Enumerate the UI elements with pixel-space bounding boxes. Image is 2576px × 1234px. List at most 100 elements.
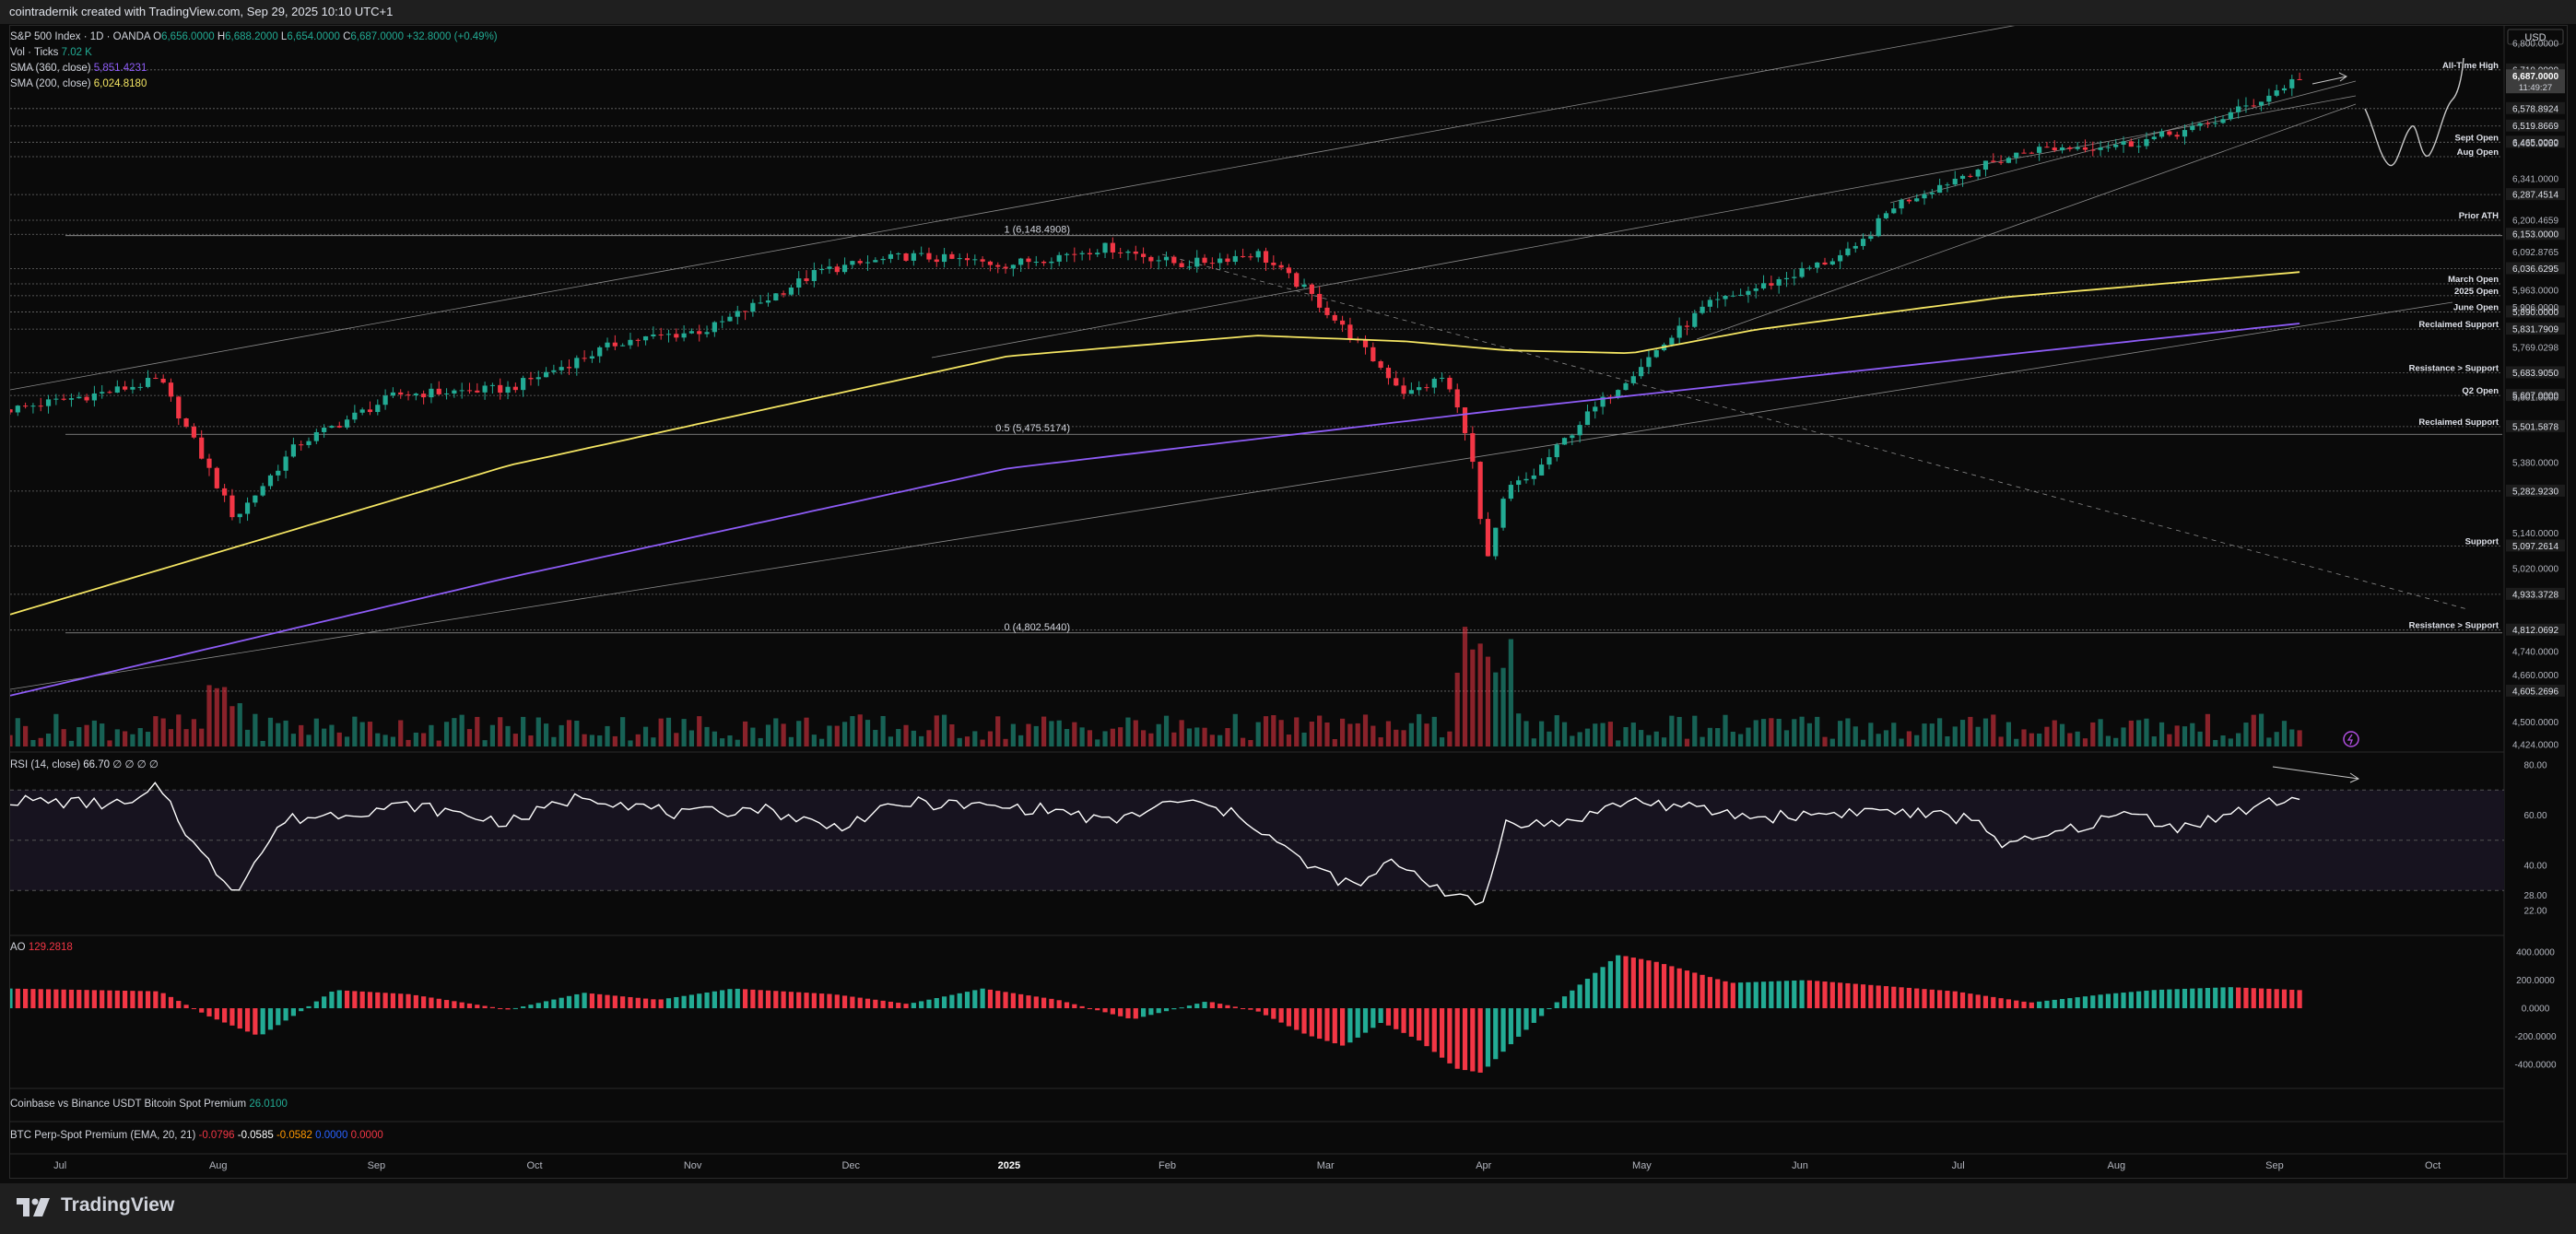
ao-bar	[1945, 991, 1950, 1008]
candle-body	[183, 418, 189, 427]
candle-body	[1056, 254, 1062, 262]
volume-bar	[1577, 732, 1582, 746]
candle-body	[1945, 184, 1950, 186]
ao-bar	[589, 993, 595, 1008]
ao-bar	[1577, 984, 1582, 1008]
candle-body	[1646, 357, 1652, 368]
price-axis-level-box	[2506, 539, 2565, 552]
time-axis-label: Jul	[53, 1160, 66, 1171]
candle-body	[276, 470, 281, 476]
ao-bar	[1906, 987, 1911, 1008]
candle-body	[1240, 255, 1246, 257]
time-axis-label: Nov	[684, 1160, 702, 1171]
volume-bar	[1783, 730, 1790, 746]
volume-bar	[758, 737, 763, 746]
volume-bar	[2105, 735, 2111, 746]
candle-body	[2105, 147, 2111, 148]
candle-body	[1692, 312, 1698, 327]
ao-bar	[582, 993, 587, 1008]
alert-icon[interactable]	[2343, 731, 2359, 747]
trendline	[931, 95, 2357, 358]
projection-drawing[interactable]	[2364, 57, 2464, 167]
candle-body	[1194, 257, 1200, 267]
volume-bar	[1929, 723, 1935, 746]
candle-body	[1937, 184, 1943, 194]
rsi-legend[interactable]: RSI (14, close) 66.70 ∅ ∅ ∅ ∅	[10, 759, 159, 770]
volume-bar	[1991, 714, 1996, 746]
price-axis-level-label: 6,578.8924	[2512, 104, 2558, 114]
candle-body	[1707, 300, 1712, 307]
volume-bar	[168, 729, 174, 746]
volume-bar	[1056, 720, 1062, 746]
candle-body	[406, 394, 411, 396]
ao-bar	[2228, 987, 2233, 1008]
candle-body	[2174, 135, 2180, 137]
volume-bar	[1684, 738, 1690, 746]
ao-bar	[926, 999, 932, 1008]
candle-body	[1738, 294, 1744, 296]
volume-bar	[153, 716, 159, 746]
main-legend[interactable]: S&P 500 Index · 1D · OANDA O6,656.0000 H…	[10, 31, 498, 42]
ao-bar	[2190, 988, 2195, 1008]
volume-bar	[512, 734, 518, 746]
candle-body	[1676, 325, 1682, 338]
time-axis-label: Apr	[1476, 1160, 1491, 1171]
sma360-legend[interactable]: SMA (360, close) 5,851.4231	[10, 63, 147, 74]
candle-body	[1561, 438, 1568, 445]
volume-bar	[1217, 735, 1223, 746]
level-label: All-Time High	[2442, 61, 2499, 71]
volume-bar	[1493, 672, 1499, 746]
volume-bar	[635, 734, 641, 746]
volume-legend[interactable]: Vol · Ticks 7.02 K	[10, 47, 92, 58]
candle-body	[1133, 251, 1138, 254]
ao-bar	[1462, 1008, 1468, 1071]
attribution-text: cointradernik created with TradingView.c…	[9, 5, 394, 18]
candle-body	[1202, 257, 1207, 264]
volume-bar	[1232, 713, 1238, 746]
candle-body	[30, 405, 36, 407]
sma200-legend[interactable]: SMA (200, close) 6,024.8180	[10, 78, 147, 89]
candle-body	[995, 264, 1001, 267]
candle-body	[1799, 267, 1805, 277]
ao-bar	[1792, 980, 1797, 1008]
currency-box[interactable]	[2507, 29, 2564, 45]
ao-bar	[1883, 986, 1889, 1008]
ao-bar	[2289, 989, 2295, 1008]
rsi-axis-tick: 40.00	[2523, 861, 2547, 871]
candle-body	[1271, 263, 1276, 265]
candle-body	[819, 268, 825, 271]
candle-body	[1876, 217, 1881, 237]
premium-legend[interactable]: Coinbase vs Binance USDT Bitcoin Spot Pr…	[10, 1099, 288, 1110]
chart-area[interactable]: USD All-Time High Sept Open Aug Open Prior …	[7, 21, 2568, 1179]
volume-bar	[1394, 729, 1399, 746]
price-axis-level-label: 5,097.2614	[2512, 542, 2558, 552]
ao-bar	[1049, 998, 1054, 1008]
ao-bar	[253, 1008, 258, 1035]
candle-body	[91, 393, 97, 401]
candle-body	[382, 395, 388, 405]
perp-legend[interactable]: BTC Perp-Spot Premium (EMA, 20, 21) -0.0…	[10, 1130, 383, 1141]
ao-bar	[1394, 1008, 1399, 1029]
volume-bar	[1715, 728, 1721, 746]
candle-body	[1914, 198, 1920, 202]
ao-bar	[674, 996, 679, 1008]
volume-bar	[1554, 715, 1559, 746]
ao-bar	[521, 1006, 526, 1008]
ao-bar	[1417, 1008, 1422, 1040]
ao-bar	[1232, 1006, 1238, 1008]
ao-bar	[183, 1005, 189, 1008]
ao-bar	[160, 993, 166, 1008]
chart-canvas[interactable]: USD All-Time High Sept Open Aug Open Prior …	[7, 21, 2567, 1178]
footer-bar	[0, 1183, 2576, 1234]
volume-bar	[1616, 740, 1621, 746]
symbol-name[interactable]: S&P 500 Index · 1D · OANDA	[10, 31, 150, 42]
volume-bar	[1561, 722, 1568, 746]
candle-body	[1026, 258, 1031, 263]
candle-body	[528, 378, 534, 380]
time-axis-label: Aug	[209, 1160, 228, 1171]
candle-body	[1723, 295, 1728, 300]
candle-body	[1010, 264, 1016, 269]
ao-legend[interactable]: AO 129.2818	[10, 942, 73, 953]
tradingview-logo[interactable]: TradingView	[17, 1193, 174, 1222]
candle-body	[1982, 160, 1989, 170]
